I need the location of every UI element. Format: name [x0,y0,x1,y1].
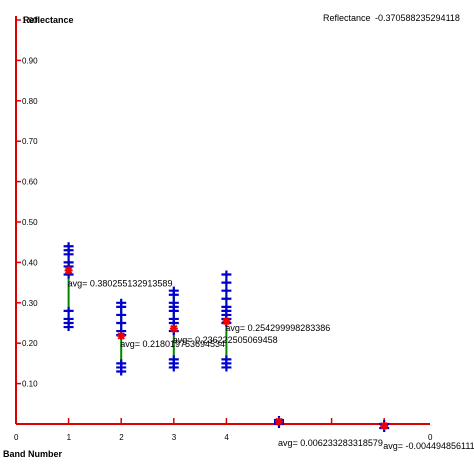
labels: 0.10 0.20 0.30 0.40 0.50 0.60 0.70 0.80 0.90 1.00… [14,16,474,451]
band-2-sample-point [116,319,127,327]
y-tick-label: 0.90 [22,56,38,65]
data-marks [63,242,390,433]
band-2-sample-point [116,310,127,319]
band-3-sample-point [168,363,179,372]
band-3-average-point [169,324,178,333]
band-1-sample-point [63,306,74,315]
reflectance-readout-label: Reflectance [323,13,371,23]
y-tick-label: 0.60 [22,178,38,187]
band-4-sample-point [221,294,232,303]
reflectance-readout-value: -0.370588235294118 [375,13,460,23]
band-3-avg-label: avg= 0.236222505069458 [173,335,278,345]
y-tick-label: 0.30 [22,299,38,308]
band-3-sample-point [168,290,179,299]
band-2-sample-point [116,302,127,311]
x-tick-label: 2 [119,433,124,442]
band-1-avg-label: avg= 0.380255132913589 [68,279,173,289]
x-tick-label: 0 [14,433,19,442]
band-2-avg-label: avg= 0.218019753694534 [120,339,225,349]
band-3-sample-point [168,306,179,315]
band-5-avg-label: avg= 0.006233283318579 [278,438,383,448]
band-5-average-point [275,417,283,426]
band-7-average-point [380,421,389,430]
band-2-sample-point [116,367,127,376]
y-tick-label: 0.20 [22,339,38,348]
band-4-sample-point [221,286,232,295]
y-tick-label: 0.50 [22,218,38,227]
band-1-sample-point [63,323,74,332]
x-tick-label: 3 [172,433,177,442]
band-2-average-point [117,331,126,340]
y-axis-title: Reflectance [23,15,74,25]
axes [15,16,430,425]
band-4-sample-point [221,270,232,279]
band-4-sample-point [221,278,232,287]
y-tick-label: 0.70 [22,137,38,146]
band-1-sample-point [63,250,74,259]
y-tick-label: 0.10 [22,380,38,389]
x-tick-label: 4 [224,433,229,442]
x-tick-label-end: 0 [428,433,433,442]
y-tick-label: 1.00 [22,16,38,25]
band-1-average-point [64,266,73,275]
band-4-avg-label: avg= 0.254299998283386 [225,323,330,333]
band-7-avg-label: avg= -0.004494856111772 [383,441,474,451]
x-tick-label: 1 [67,433,72,442]
y-tick-label: 0.80 [22,97,38,106]
y-tick-label: 0.40 [22,258,38,267]
x-axis-title: Band Number [3,449,63,459]
band-4-sample-point [221,363,232,372]
band-4-average-point [222,317,231,326]
